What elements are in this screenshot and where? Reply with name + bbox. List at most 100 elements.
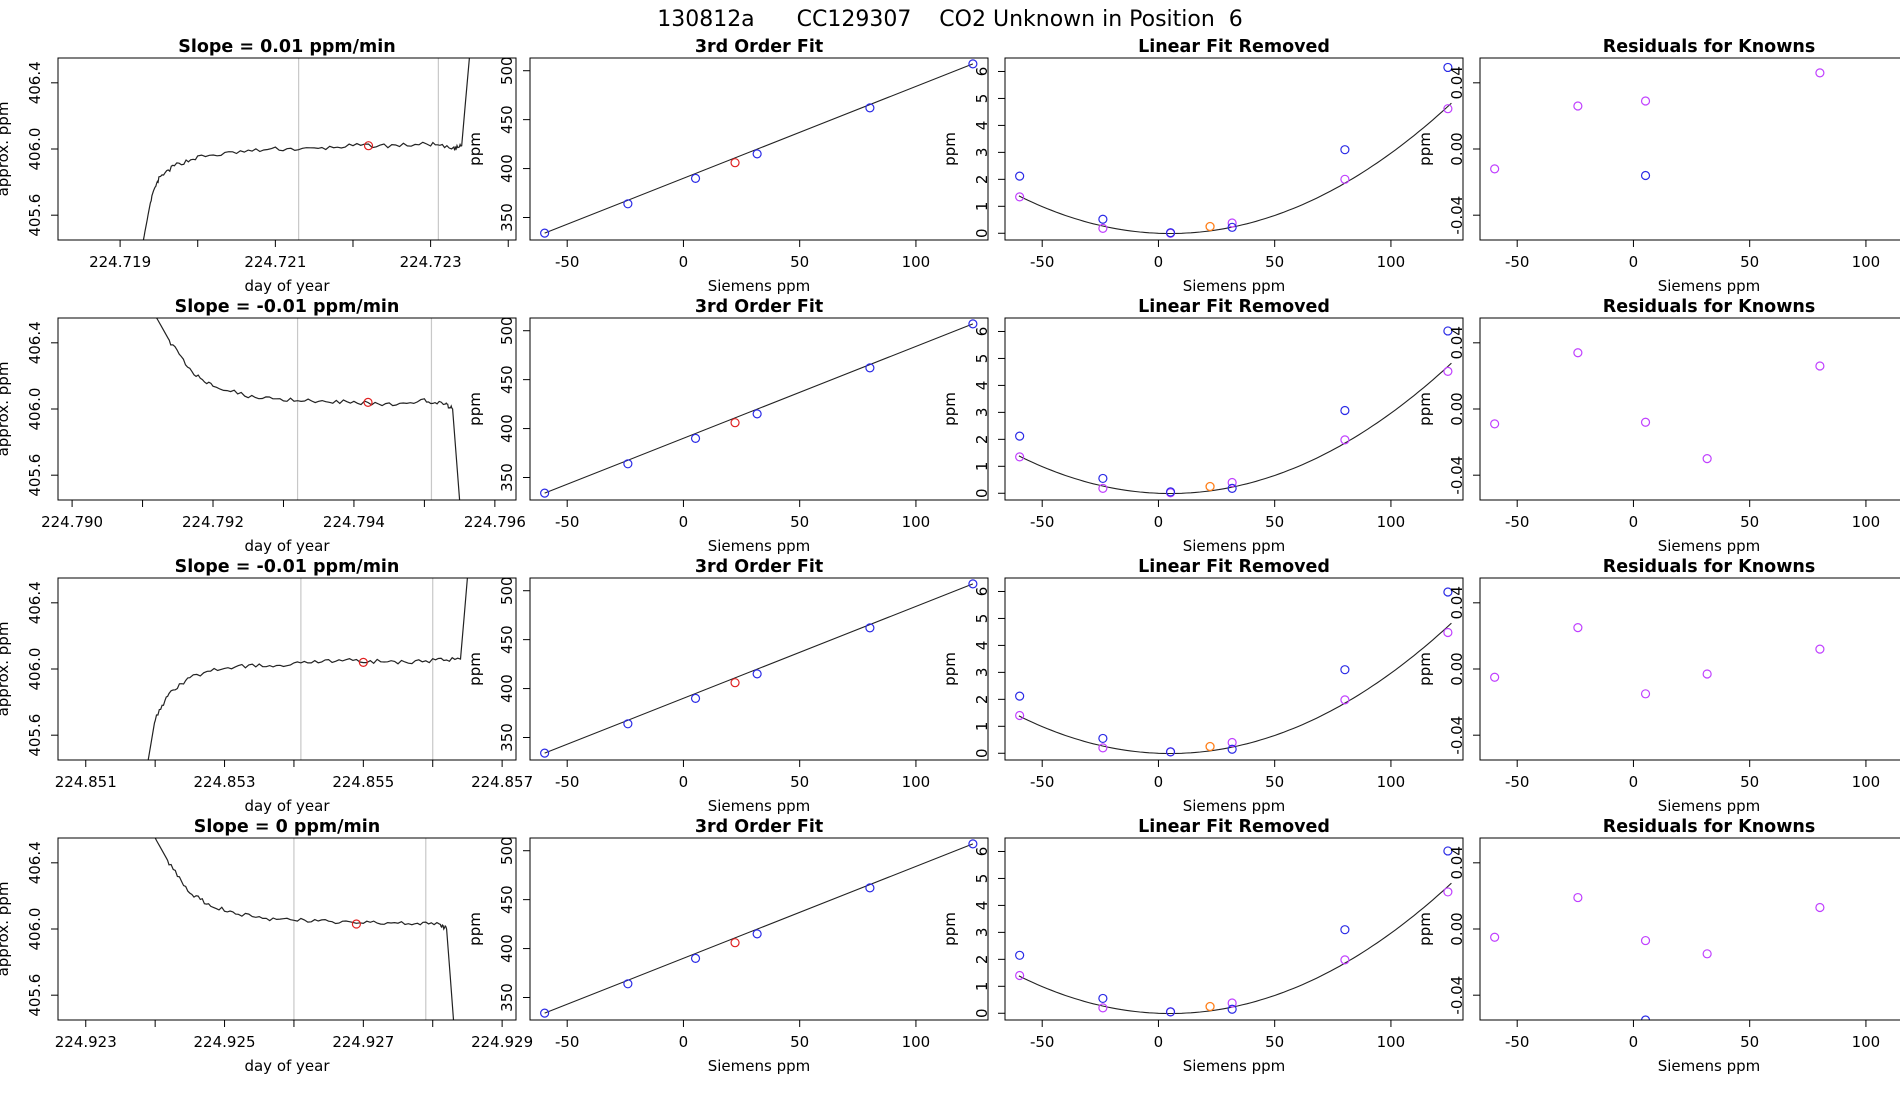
y-tick-label: 0.04 xyxy=(1448,846,1466,879)
y-tick-label: 406.0 xyxy=(26,128,44,171)
y-tick-label: 1 xyxy=(973,202,991,212)
panel-title: 3rd Order Fit xyxy=(695,297,823,317)
secondary-point xyxy=(1227,477,1237,488)
x-tick-label: 224.721 xyxy=(244,253,306,271)
known-point xyxy=(1165,487,1176,497)
plot-area xyxy=(540,319,978,498)
residual-point xyxy=(1573,101,1583,111)
known-point xyxy=(1098,473,1108,484)
plot-area xyxy=(540,839,978,1018)
x-tick-label: 100 xyxy=(902,253,931,271)
plot-area xyxy=(540,579,978,758)
panel-title: Slope = 0 ppm/min xyxy=(194,817,381,837)
known-point xyxy=(1443,587,1453,597)
x-tick-label: 50 xyxy=(790,773,809,791)
plot-frame xyxy=(1479,577,1900,761)
y-tick-label: 405.6 xyxy=(26,194,44,237)
y-tick-label: 450 xyxy=(498,625,516,654)
panel-title: 3rd Order Fit xyxy=(695,557,823,577)
unknown-point xyxy=(730,678,740,688)
known-point xyxy=(752,669,762,679)
x-tick-label: 224.790 xyxy=(41,513,103,531)
secondary-point xyxy=(1443,366,1453,376)
y-axis-label: approx. ppm xyxy=(0,362,12,457)
x-tick-label: 0 xyxy=(1629,513,1639,531)
panel-timeseries-row1: Slope = 0.01 ppm/min day of year approx. p… xyxy=(0,37,517,295)
x-axis-label: Siemens ppm xyxy=(1658,1057,1761,1075)
concentration-trace xyxy=(156,318,461,500)
x-axis-label: day of year xyxy=(244,1057,330,1075)
y-tick-label: 0 xyxy=(973,748,991,758)
plot-frame xyxy=(57,577,517,761)
fit-line xyxy=(544,323,974,494)
residual-point xyxy=(1490,419,1500,429)
y-tick-label: 4 xyxy=(973,901,991,911)
known-point xyxy=(690,953,701,963)
known-point xyxy=(865,363,875,373)
x-tick-label: 50 xyxy=(1740,513,1759,531)
plot-frame xyxy=(1479,837,1900,1021)
y-tick-label: 0 xyxy=(973,228,991,238)
residual-point xyxy=(1573,348,1583,358)
secondary-point xyxy=(1443,104,1453,114)
x-axis-label: Siemens ppm xyxy=(1658,277,1761,295)
panel-residuals-row3: Residuals for Knowns Siemens ppm ppm -50 0 50… xyxy=(1416,557,1900,815)
y-tick-label: 3 xyxy=(973,148,991,158)
known-point xyxy=(1015,950,1025,960)
x-tick-label: 224.853 xyxy=(194,773,256,791)
panel-title: Slope = 0.01 ppm/min xyxy=(178,37,396,57)
x-tick-label: 0 xyxy=(679,253,689,271)
known-point xyxy=(1015,171,1025,181)
secondary-point xyxy=(1015,710,1025,721)
x-tick-label: 224.794 xyxy=(323,513,385,531)
x-tick-label: 0 xyxy=(1154,773,1164,791)
x-tick-label: 50 xyxy=(790,1033,809,1051)
residual-point xyxy=(1640,96,1651,106)
known-point xyxy=(968,839,978,849)
y-tick-label: 350 xyxy=(498,203,516,232)
y-tick-label: 5 xyxy=(973,874,991,884)
x-tick-label: -50 xyxy=(555,1033,580,1051)
concentration-trace xyxy=(147,578,468,760)
plot-area xyxy=(1015,62,1453,238)
fitted-unknown-point xyxy=(1205,1001,1215,1012)
known-point xyxy=(1098,214,1108,224)
x-tick-label: 0 xyxy=(1629,253,1639,271)
mean-marker xyxy=(351,919,361,929)
y-axis-label: ppm xyxy=(941,912,959,946)
x-tick-label: 50 xyxy=(790,513,809,531)
y-tick-label: 0 xyxy=(973,1008,991,1018)
panel-title: Residuals for Knowns xyxy=(1603,557,1816,577)
plot-frame xyxy=(529,577,989,761)
known-point xyxy=(1165,228,1176,238)
panel-timeseries-row3: Slope = -0.01 ppm/min day of year approx. … xyxy=(0,557,533,815)
residual-point-alt xyxy=(1640,1015,1651,1020)
plot-area xyxy=(147,578,468,760)
y-tick-label: 406.0 xyxy=(26,908,44,951)
y-tick-label: 0.04 xyxy=(1448,586,1466,619)
known-point xyxy=(540,488,550,498)
y-tick-label: 406.0 xyxy=(26,388,44,431)
secondary-point xyxy=(1227,998,1237,1008)
residual-point xyxy=(1815,644,1825,654)
y-axis-label: approx. ppm xyxy=(0,102,12,197)
x-tick-label: 100 xyxy=(1852,773,1881,791)
secondary-point xyxy=(1227,737,1237,748)
panel-residuals-row4: Residuals for Knowns Siemens ppm ppm -50 0 50… xyxy=(1416,817,1900,1075)
secondary-point xyxy=(1098,223,1108,234)
x-axis-label: Siemens ppm xyxy=(1183,277,1286,295)
fitted-unknown-point xyxy=(1205,741,1215,752)
x-tick-label: -50 xyxy=(1505,253,1530,271)
plot-area xyxy=(1490,68,1825,181)
plot-area xyxy=(1490,623,1825,699)
plot-frame xyxy=(57,317,517,501)
x-tick-label: 0 xyxy=(1629,773,1639,791)
secondary-point xyxy=(1443,887,1453,897)
panel-title: Slope = -0.01 ppm/min xyxy=(175,297,400,317)
residual-point xyxy=(1490,932,1500,942)
y-tick-label: 5 xyxy=(973,614,991,624)
y-axis-label: ppm xyxy=(466,652,484,686)
y-axis-label: ppm xyxy=(1416,652,1434,686)
